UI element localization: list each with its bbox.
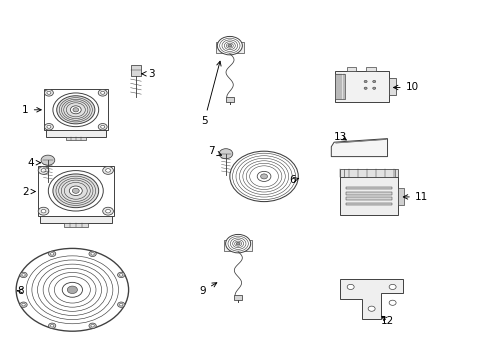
Circle shape [50, 324, 54, 327]
FancyBboxPatch shape [44, 89, 107, 130]
Circle shape [119, 274, 122, 276]
Circle shape [47, 125, 51, 128]
FancyBboxPatch shape [64, 223, 87, 227]
Circle shape [20, 272, 27, 278]
Text: 13: 13 [333, 132, 347, 142]
Text: 10: 10 [393, 82, 418, 93]
Text: 9: 9 [199, 283, 216, 296]
FancyBboxPatch shape [45, 130, 106, 137]
Circle shape [117, 272, 124, 278]
Circle shape [72, 188, 79, 193]
Circle shape [67, 286, 77, 293]
Circle shape [16, 248, 128, 331]
Circle shape [367, 306, 374, 311]
Text: 7: 7 [207, 146, 221, 156]
Circle shape [22, 274, 25, 276]
Circle shape [57, 96, 95, 124]
Circle shape [44, 123, 53, 130]
Circle shape [102, 166, 113, 174]
FancyBboxPatch shape [38, 166, 114, 216]
Circle shape [91, 324, 94, 327]
Circle shape [364, 80, 366, 82]
FancyBboxPatch shape [225, 98, 234, 102]
FancyBboxPatch shape [397, 188, 404, 204]
FancyBboxPatch shape [233, 296, 242, 300]
Text: 2: 2 [22, 186, 35, 197]
FancyBboxPatch shape [66, 137, 85, 140]
Polygon shape [339, 279, 403, 319]
Circle shape [73, 108, 79, 112]
Circle shape [372, 80, 375, 82]
Circle shape [101, 125, 104, 128]
FancyBboxPatch shape [340, 169, 397, 177]
Text: 6: 6 [288, 175, 298, 185]
Circle shape [41, 210, 46, 213]
Circle shape [257, 171, 270, 181]
FancyBboxPatch shape [130, 65, 141, 76]
FancyBboxPatch shape [40, 216, 112, 223]
Circle shape [260, 174, 267, 179]
Circle shape [89, 251, 96, 257]
Circle shape [102, 207, 113, 215]
Circle shape [62, 282, 82, 297]
Circle shape [70, 106, 81, 114]
FancyBboxPatch shape [215, 42, 244, 53]
FancyBboxPatch shape [346, 67, 356, 71]
FancyBboxPatch shape [366, 67, 375, 71]
Circle shape [372, 87, 375, 89]
Text: 4: 4 [27, 158, 41, 168]
Circle shape [47, 91, 51, 94]
Circle shape [388, 284, 395, 289]
Text: 5: 5 [201, 61, 221, 126]
Circle shape [69, 186, 82, 195]
Circle shape [89, 323, 96, 328]
Circle shape [105, 168, 110, 172]
FancyBboxPatch shape [346, 192, 391, 195]
Circle shape [53, 174, 99, 208]
Circle shape [38, 166, 49, 174]
Circle shape [22, 303, 25, 306]
Circle shape [41, 168, 46, 172]
FancyBboxPatch shape [224, 240, 252, 251]
Circle shape [48, 323, 56, 328]
Text: 3: 3 [142, 69, 155, 79]
Circle shape [105, 210, 110, 213]
Text: 8: 8 [17, 286, 24, 296]
Circle shape [217, 36, 242, 55]
Circle shape [229, 151, 298, 202]
FancyBboxPatch shape [346, 203, 391, 205]
Circle shape [346, 284, 353, 289]
Text: 12: 12 [380, 316, 394, 326]
Text: 11: 11 [403, 192, 427, 202]
Circle shape [48, 251, 56, 257]
Circle shape [117, 302, 124, 307]
Circle shape [53, 93, 99, 127]
Circle shape [48, 171, 103, 211]
Circle shape [98, 123, 107, 130]
Circle shape [101, 91, 104, 94]
Text: 1: 1 [22, 105, 41, 115]
Circle shape [227, 44, 231, 47]
Polygon shape [331, 139, 386, 157]
Circle shape [98, 90, 107, 96]
FancyBboxPatch shape [388, 78, 395, 95]
Circle shape [225, 234, 250, 253]
FancyBboxPatch shape [334, 71, 388, 102]
Circle shape [236, 242, 240, 245]
FancyBboxPatch shape [346, 187, 391, 189]
Circle shape [91, 253, 94, 255]
Circle shape [219, 149, 232, 159]
Circle shape [38, 207, 49, 215]
Circle shape [119, 303, 122, 306]
Circle shape [20, 302, 27, 307]
FancyBboxPatch shape [346, 197, 391, 200]
Circle shape [41, 155, 55, 165]
Circle shape [364, 87, 366, 89]
Circle shape [50, 253, 54, 255]
Circle shape [44, 90, 53, 96]
FancyBboxPatch shape [340, 177, 397, 215]
Circle shape [388, 300, 395, 305]
FancyBboxPatch shape [334, 74, 344, 99]
